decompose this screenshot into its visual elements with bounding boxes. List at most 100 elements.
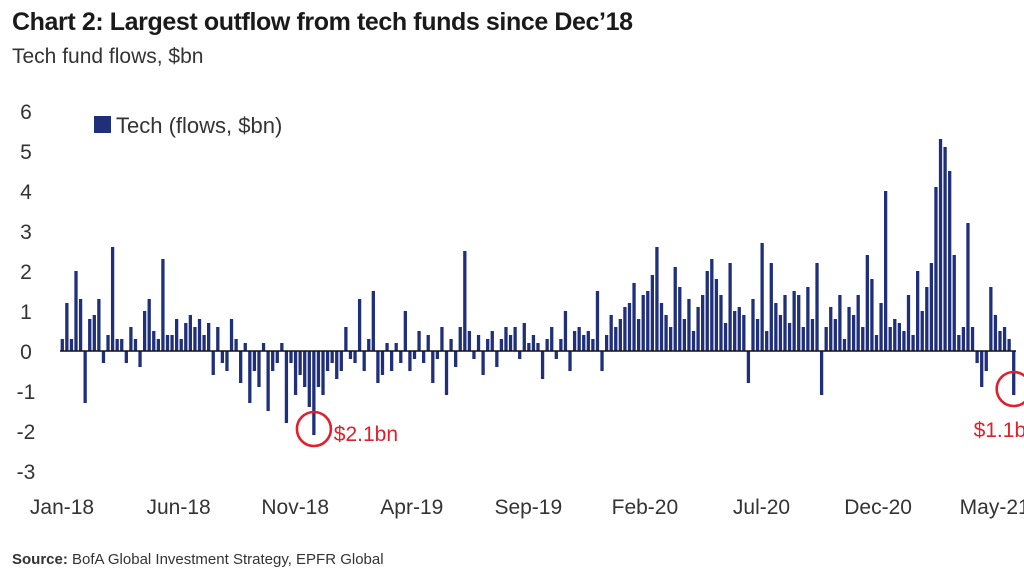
bar (385, 343, 389, 351)
bar (701, 295, 705, 351)
legend-label-tech: Tech (flows, $bn) (116, 113, 282, 138)
y-tick-label: 1 (20, 301, 32, 324)
bar (655, 247, 659, 351)
bar (106, 335, 110, 351)
bar (769, 263, 773, 351)
bar (243, 343, 247, 351)
y-tick-label: 3 (20, 221, 32, 244)
bar (1007, 339, 1011, 351)
bar (998, 331, 1002, 351)
bar (733, 311, 737, 351)
bar (778, 315, 783, 351)
bar (755, 319, 760, 351)
bar (431, 351, 435, 383)
bar (938, 139, 943, 351)
bar (74, 271, 78, 351)
bar (545, 339, 549, 351)
bar (147, 299, 151, 351)
bar (422, 351, 426, 363)
bar (435, 351, 440, 359)
bar (568, 351, 572, 371)
bar (60, 339, 64, 351)
bar (495, 351, 499, 367)
bar (97, 299, 101, 351)
x-tick-label: Sep-19 (494, 496, 562, 519)
bar (339, 351, 343, 371)
bar (842, 339, 847, 351)
bar (156, 339, 160, 351)
bar (454, 351, 458, 367)
bar (312, 351, 316, 435)
bar (650, 275, 654, 351)
bar (856, 295, 860, 351)
bar (92, 315, 96, 351)
bar (572, 331, 577, 351)
bar (138, 351, 142, 367)
bar (902, 331, 906, 351)
bar (229, 319, 234, 351)
x-tick-label: Feb-20 (612, 496, 679, 519)
bar (316, 351, 321, 387)
bar (636, 319, 641, 351)
bar (129, 327, 133, 351)
bar (289, 351, 293, 363)
bar (586, 331, 590, 351)
bar (513, 327, 517, 351)
bar (961, 327, 966, 351)
bar (687, 299, 691, 351)
bar (888, 327, 892, 351)
bar (472, 351, 476, 359)
bar (266, 351, 270, 411)
bar (824, 327, 828, 351)
bar (193, 327, 197, 351)
bar (664, 315, 668, 351)
bar (577, 327, 581, 351)
bar (906, 295, 911, 351)
bar (536, 343, 540, 351)
bar (641, 295, 645, 351)
y-tick-label: 6 (20, 101, 32, 124)
bar (682, 319, 687, 351)
bar (179, 339, 183, 351)
bar (705, 271, 709, 351)
axis-layer: 6 5 4 3 2 1 0 -1 -2 -3 Jan-18 Jun-18 Nov-18 Apr-19 Sep… (17, 101, 1024, 519)
bar (691, 331, 696, 351)
bar (239, 351, 243, 383)
bar (110, 247, 115, 351)
bar (874, 335, 879, 351)
bar (353, 351, 357, 363)
bar (216, 327, 220, 351)
bar (376, 351, 380, 383)
bar (833, 319, 837, 351)
bar (321, 351, 325, 395)
bar (165, 335, 170, 351)
bar (330, 351, 334, 363)
bar (83, 351, 87, 403)
bar (486, 339, 490, 351)
bar (975, 351, 979, 363)
x-tick-label: Dec-20 (844, 496, 912, 519)
bar (280, 343, 284, 351)
y-tick-label: 4 (20, 181, 32, 204)
bar (540, 351, 545, 379)
bar (897, 323, 901, 351)
bar (522, 323, 526, 351)
bar (829, 307, 833, 351)
bar (303, 351, 307, 387)
bar (325, 351, 330, 371)
bar (220, 351, 225, 363)
bar (810, 319, 815, 351)
bar (797, 295, 801, 351)
bar (389, 351, 394, 371)
bar (554, 351, 558, 359)
bar (298, 351, 302, 375)
bar (934, 187, 938, 351)
bar (234, 339, 238, 351)
x-tick-label: Apr-19 (380, 496, 443, 519)
bar (948, 171, 952, 351)
bar (481, 351, 485, 375)
annotation-label: $2.1bn (334, 423, 398, 446)
bar (188, 315, 193, 351)
bar (458, 327, 462, 351)
bar (623, 307, 627, 351)
